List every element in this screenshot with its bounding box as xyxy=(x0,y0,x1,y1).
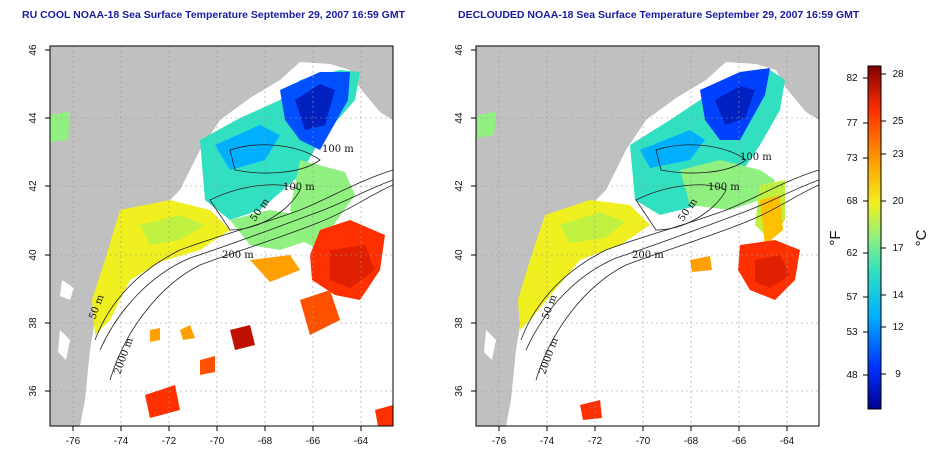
x-tick-label: -66 xyxy=(306,436,321,447)
y-tick-label: 44 xyxy=(454,112,465,124)
x-tick-label: -76 xyxy=(66,436,81,447)
fahrenheit-tick: 68 xyxy=(846,196,858,207)
right-map: 100 m 100 m 50 m 200 m 50 m 2000 m xyxy=(476,46,819,426)
fahrenheit-unit-label: °F xyxy=(827,230,844,245)
colorbar: 82 77 73 68 62 57 53 48 28 25 23 20 17 1… xyxy=(827,65,930,410)
right-y-axis: 36 38 40 42 44 46 xyxy=(454,44,476,397)
x-tick-label: -66 xyxy=(732,436,747,447)
colorbar-gradient xyxy=(867,65,882,410)
x-tick-label: -72 xyxy=(162,436,177,447)
x-tick-label: -68 xyxy=(258,436,273,447)
fahrenheit-tick: 82 xyxy=(846,73,858,84)
left-map: 100 m 50 m 100 m 200 m 50 m 2000 m xyxy=(50,46,393,426)
right-panel-title: DECLOUDED NOAA-18 Sea Surface Temperatur… xyxy=(458,9,860,21)
y-tick-label: 38 xyxy=(454,317,465,329)
land-mass xyxy=(50,46,393,426)
y-tick-label: 42 xyxy=(454,180,465,192)
x-tick-label: -68 xyxy=(684,436,699,447)
celsius-unit-label: °C xyxy=(913,229,930,246)
land-mass xyxy=(476,46,819,426)
left-y-axis: 36 38 40 42 44 46 xyxy=(28,44,50,397)
fahrenheit-tick: 53 xyxy=(846,327,858,338)
celsius-tick: 12 xyxy=(892,322,904,333)
celsius-tick: 23 xyxy=(892,149,904,160)
celsius-tick: 28 xyxy=(892,69,904,80)
y-tick-label: 36 xyxy=(454,385,465,397)
fahrenheit-tick: 48 xyxy=(846,370,858,381)
x-tick-label: -70 xyxy=(636,436,651,447)
y-tick-label: 36 xyxy=(28,385,39,397)
contour-label: 200 m xyxy=(222,250,254,261)
celsius-tick: 14 xyxy=(892,290,904,301)
celsius-tick: 20 xyxy=(892,196,904,207)
y-tick-label: 40 xyxy=(28,249,39,261)
contour-label: 200 m xyxy=(632,250,664,261)
x-tick-label: -74 xyxy=(540,436,555,447)
celsius-tick: 17 xyxy=(892,243,904,254)
x-tick-label: -76 xyxy=(492,436,507,447)
contour-label: 100 m xyxy=(322,144,354,155)
celsius-tick: 25 xyxy=(892,116,904,127)
fahrenheit-tick: 62 xyxy=(846,248,858,259)
contour-label: 100 m xyxy=(740,152,772,163)
celsius-tick: 9 xyxy=(895,369,901,380)
fahrenheit-tick: 77 xyxy=(846,118,858,129)
y-tick-label: 46 xyxy=(454,44,465,56)
x-tick-label: -74 xyxy=(114,436,129,447)
right-map-frame xyxy=(475,45,820,427)
x-tick-label: -64 xyxy=(354,436,369,447)
left-map-frame xyxy=(49,45,394,427)
x-tick-label: -64 xyxy=(780,436,795,447)
fahrenheit-tick: 73 xyxy=(846,153,858,164)
x-tick-label: -72 xyxy=(588,436,603,447)
y-tick-label: 44 xyxy=(28,112,39,124)
left-x-axis: -76 -74 -72 -70 -68 -66 -64 xyxy=(66,426,369,447)
y-tick-label: 42 xyxy=(28,180,39,192)
y-tick-label: 40 xyxy=(454,249,465,261)
y-tick-label: 46 xyxy=(28,44,39,56)
contour-label: 100 m xyxy=(708,182,740,193)
fahrenheit-tick: 57 xyxy=(846,292,858,303)
contour-label: 100 m xyxy=(283,182,315,193)
y-tick-label: 38 xyxy=(28,317,39,329)
right-x-axis: -76 -74 -72 -70 -68 -66 -64 xyxy=(492,426,795,447)
x-tick-label: -70 xyxy=(210,436,225,447)
left-panel-title: RU COOL NOAA-18 Sea Surface Temperature … xyxy=(22,9,406,21)
